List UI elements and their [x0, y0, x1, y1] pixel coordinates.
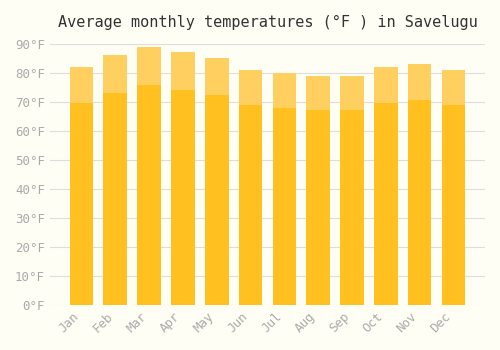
Bar [171, 52, 194, 305]
Bar [340, 76, 364, 305]
Bar [374, 67, 398, 103]
Bar [306, 76, 330, 110]
Bar [238, 70, 262, 105]
Bar [408, 64, 432, 305]
Bar [340, 76, 364, 110]
Bar [205, 58, 229, 95]
Bar [138, 47, 161, 305]
Bar [238, 70, 262, 305]
Bar [442, 70, 465, 105]
Bar [306, 76, 330, 305]
Title: Average monthly temperatures (°F ) in Savelugu: Average monthly temperatures (°F ) in Sa… [58, 15, 478, 30]
Bar [70, 67, 94, 305]
Bar [408, 64, 432, 100]
Bar [104, 55, 127, 93]
Bar [205, 58, 229, 305]
Bar [272, 73, 296, 107]
Bar [171, 52, 194, 90]
Bar [374, 67, 398, 305]
Bar [272, 73, 296, 305]
Bar [70, 67, 94, 103]
Bar [138, 47, 161, 85]
Bar [442, 70, 465, 305]
Bar [104, 55, 127, 305]
